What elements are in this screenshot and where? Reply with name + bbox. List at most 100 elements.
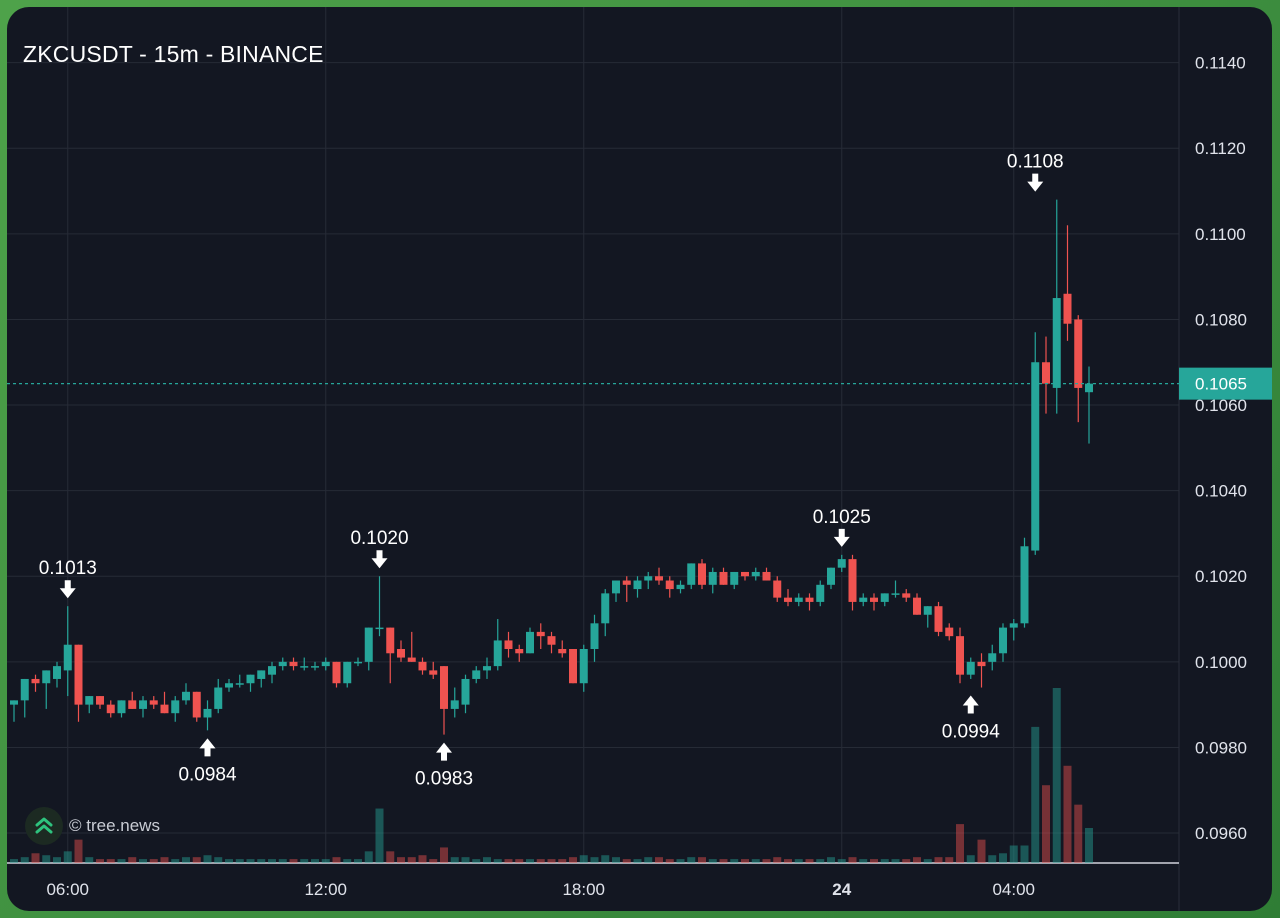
candle-body [214, 687, 223, 709]
volume-bar [590, 857, 599, 863]
volume-bar [676, 859, 685, 863]
volume-bar [1085, 828, 1093, 863]
candle-body [698, 563, 706, 585]
volume-bar [1009, 845, 1018, 863]
volume-bar [1020, 845, 1029, 863]
volume-bar [633, 859, 642, 863]
last-price-label: 0.1065 [1195, 375, 1247, 394]
low-price-label: 0.0984 [178, 764, 237, 785]
down-arrow-icon [833, 528, 850, 547]
candle-body [1085, 383, 1093, 393]
candle-body [837, 559, 846, 568]
volume-bar [53, 857, 61, 863]
volume-bar [816, 859, 825, 863]
volume-bar [1042, 785, 1050, 863]
candle-body [461, 678, 470, 705]
candle-body [902, 593, 911, 598]
volume-bar [375, 808, 384, 863]
y-tick-label: 0.1100 [1195, 225, 1246, 244]
volume-bar [794, 859, 803, 863]
down-arrow-icon [371, 550, 388, 569]
high-price-label: 0.1013 [39, 558, 97, 579]
candle-body [74, 644, 83, 705]
candle-body [10, 700, 18, 705]
volume-bar [977, 839, 986, 863]
y-tick-label: 0.1140 [1195, 54, 1246, 73]
y-tick-label: 0.0980 [1195, 738, 1247, 757]
volume-bar [268, 859, 276, 863]
candle-body [450, 700, 459, 709]
candle-body [923, 606, 932, 615]
candle-body [440, 666, 448, 709]
volume-bar [558, 859, 567, 863]
candle-body [332, 661, 341, 684]
candle-body [805, 597, 814, 602]
tree-news-logo-icon [25, 807, 63, 845]
volume-bar [397, 857, 405, 863]
volume-bar [1052, 688, 1061, 863]
candle-body [472, 670, 481, 679]
candle-body [665, 580, 674, 590]
volume-bar [708, 859, 717, 863]
volume-bar [687, 857, 696, 863]
candle-body [106, 704, 115, 714]
volume-bar [225, 859, 233, 863]
candle-body [493, 640, 502, 667]
volume-bar [493, 859, 502, 863]
candle-body [719, 571, 728, 585]
candle-body [268, 666, 276, 675]
y-tick-label: 0.1120 [1195, 139, 1246, 158]
volume-bar [827, 857, 835, 863]
volume-bar [956, 824, 964, 863]
candle-body [945, 627, 954, 637]
volume-bar [612, 857, 620, 863]
volume-bar [20, 857, 29, 863]
candle-body [1052, 298, 1061, 388]
candle-body [547, 636, 556, 645]
volume-bar [10, 859, 18, 863]
candle-body [870, 597, 878, 602]
volume-bar [547, 859, 556, 863]
volume-bar [278, 859, 287, 863]
volume-bar [354, 859, 362, 863]
candle-body [536, 631, 545, 637]
volume-bar [837, 859, 846, 863]
candlestick-chart[interactable]: 0.1140 0.1120 0.1100 0.1080 0.1060 0.1040 0.10… [7, 7, 1272, 911]
candle-body [741, 571, 749, 577]
volume-bar [1063, 765, 1072, 863]
candle-body [956, 636, 964, 675]
volume-bar [74, 839, 83, 863]
volume-bar [805, 859, 814, 863]
candle-body [85, 696, 94, 705]
candle-body [934, 606, 943, 632]
candle-body [203, 708, 212, 718]
y-tick-label: 0.1060 [1195, 396, 1247, 415]
candle-body [1042, 362, 1050, 384]
volume-bar [171, 859, 180, 863]
candle-body [999, 627, 1007, 654]
volume-bar [730, 859, 739, 863]
volume-bar [440, 847, 448, 863]
volume-bar [321, 859, 330, 863]
y-tick-label: 0.1080 [1195, 310, 1247, 329]
y-tick-label: 0.1020 [1195, 567, 1247, 586]
volume-bar [483, 857, 491, 863]
volume-bar [160, 857, 169, 863]
candle-body [676, 584, 685, 590]
volume-bar [945, 857, 954, 863]
volume-bar [450, 857, 459, 863]
candle-body [579, 649, 588, 684]
candle-body [784, 597, 792, 602]
candle-body [526, 631, 534, 654]
candle-body [311, 666, 319, 668]
volume-bar [300, 859, 309, 863]
volume-bar [601, 855, 610, 863]
volume-bar [773, 857, 782, 863]
volume-bar [128, 857, 137, 863]
candle-body [612, 580, 620, 594]
candle-body [171, 700, 180, 714]
candle-body [655, 576, 663, 581]
candle-body [225, 683, 233, 688]
candle-body [794, 597, 803, 602]
high-price-label: 0.1025 [813, 507, 871, 528]
